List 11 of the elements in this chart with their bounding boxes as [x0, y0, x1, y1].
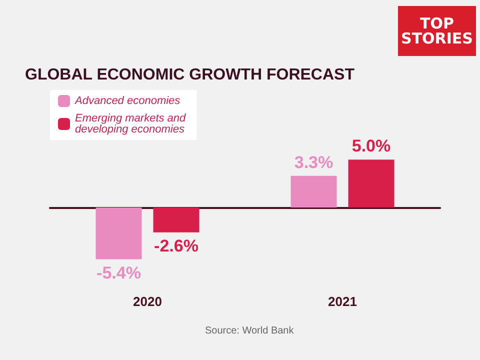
legend-label: Emerging markets and developing economies	[75, 112, 189, 136]
data-label: -5.4%	[96, 263, 141, 282]
legend-label: Advanced economies	[74, 95, 181, 107]
data-label: 5.0%	[352, 136, 391, 156]
data-label: 3.3%	[294, 152, 334, 172]
chart-title: GLOBAL ECONOMIC GROWTH FORECAST	[25, 66, 355, 84]
source-note: Source: World Bank	[205, 326, 295, 336]
x-tick-label: 2020	[133, 294, 162, 309]
data-label: -2.6%	[154, 236, 198, 256]
x-tick-label: 2021	[328, 294, 357, 309]
text: TOP STORIES	[401, 14, 473, 48]
